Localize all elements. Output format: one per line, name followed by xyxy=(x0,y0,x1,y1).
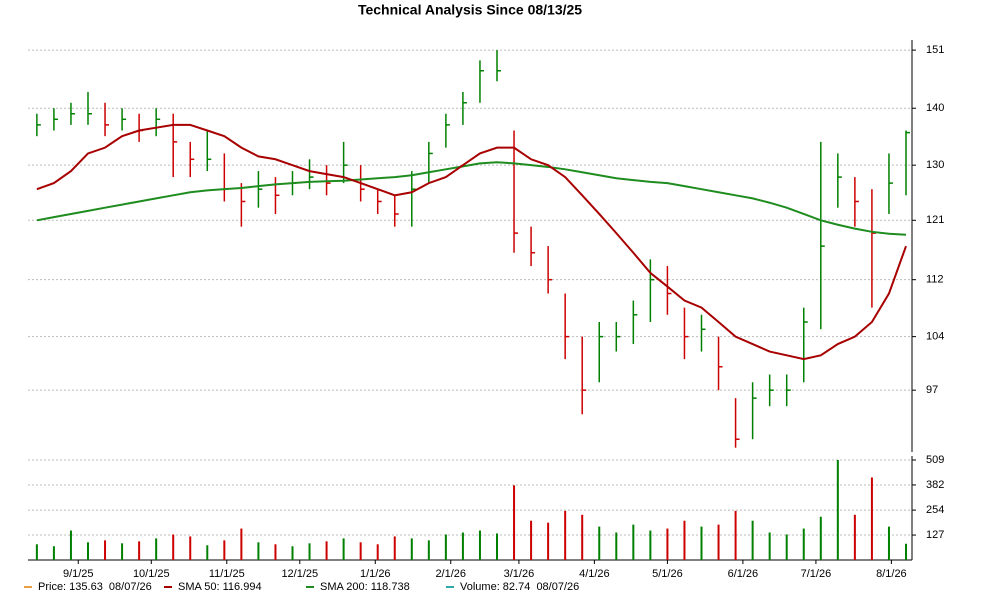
volume-bar xyxy=(325,541,328,560)
chart-title: Technical Analysis Since 08/13/25 xyxy=(358,2,582,18)
y-tick-label: 104 xyxy=(926,331,944,343)
volume-bar xyxy=(427,540,430,560)
volume-bar xyxy=(853,514,856,560)
volume-bar xyxy=(564,510,567,560)
volume-bar xyxy=(495,533,498,560)
volume-bar xyxy=(632,524,635,560)
y-tick-label: 121 xyxy=(926,214,944,226)
volume-bar xyxy=(785,534,788,560)
sma50-line xyxy=(36,123,907,361)
legend-label: Price: 135.63 08/07/26 xyxy=(38,581,152,593)
volume-tick-label: 382 xyxy=(926,479,944,491)
volume-bar xyxy=(802,528,805,560)
volume-bar xyxy=(52,546,55,560)
x-tick-label: 8/1/26 xyxy=(876,568,907,580)
volume-bar xyxy=(223,540,226,560)
volume-bar xyxy=(35,544,38,560)
legend-label: SMA 200: 118.738 xyxy=(320,581,410,593)
volume-bar xyxy=(376,544,379,560)
x-tick-label: 9/1/25 xyxy=(63,568,94,580)
volume-bar xyxy=(359,542,362,560)
x-tick-label: 6/1/26 xyxy=(728,568,759,580)
volume-bar xyxy=(598,526,601,560)
volume-bar xyxy=(700,526,703,560)
volume-bar xyxy=(581,514,584,560)
volume-bar xyxy=(530,520,533,560)
volume-bar xyxy=(547,522,550,560)
volume-bar xyxy=(189,536,192,560)
volume-bar xyxy=(410,538,413,560)
volume-bar xyxy=(666,528,669,560)
volume-bar xyxy=(734,510,737,560)
volume-bar xyxy=(819,516,822,560)
sma200-line xyxy=(36,161,907,236)
volume-bar xyxy=(121,543,124,560)
volume-tick-label: 254 xyxy=(926,504,944,516)
volume-bar xyxy=(308,543,311,560)
volume-bar xyxy=(887,526,890,560)
legend-label: SMA 50: 116.994 xyxy=(178,581,262,593)
x-tick-label: 5/1/26 xyxy=(652,568,683,580)
legend-label: Volume: 82.74 08/07/26 xyxy=(460,581,579,593)
volume-bar xyxy=(461,532,464,560)
x-tick-label: 1/1/26 xyxy=(360,568,391,580)
volume-bar xyxy=(104,540,107,560)
x-tick-label: 10/1/25 xyxy=(133,568,170,580)
x-tick-label: 2/1/26 xyxy=(435,568,466,580)
volume-bar xyxy=(274,544,277,560)
volume-bar xyxy=(257,542,260,560)
volume-bar xyxy=(836,460,839,560)
x-tick-label: 12/1/25 xyxy=(281,568,318,580)
volume-bar xyxy=(155,538,158,560)
volume-bar xyxy=(905,543,907,560)
y-tick-label: 112 xyxy=(926,274,944,286)
x-tick-label: 3/1/26 xyxy=(504,568,535,580)
volume-bar xyxy=(138,541,141,560)
y-tick-label: 151 xyxy=(926,44,944,56)
volume-bar xyxy=(69,530,72,560)
volume-bar xyxy=(683,520,686,560)
volume-tick-label: 509 xyxy=(926,454,944,466)
volume-bar xyxy=(240,528,243,560)
volume-bar xyxy=(870,477,873,560)
volume-bar xyxy=(342,538,345,560)
volume-bar xyxy=(172,534,175,560)
x-tick-label: 4/1/26 xyxy=(579,568,610,580)
volume-bar xyxy=(615,532,618,560)
volume-tick-label: 127 xyxy=(926,529,944,541)
y-tick-label: 130 xyxy=(926,159,944,171)
volume-bar xyxy=(444,534,447,560)
volume-bar xyxy=(206,545,209,560)
volume-bar xyxy=(717,524,720,560)
volume-bar xyxy=(291,546,294,560)
volume-bar xyxy=(393,536,396,560)
volume-bar xyxy=(86,542,89,560)
volume-bar xyxy=(768,532,771,560)
y-tick-label: 140 xyxy=(926,102,944,114)
volume-bar xyxy=(649,530,652,560)
x-tick-label: 7/1/26 xyxy=(801,568,832,580)
volume-bar xyxy=(478,530,481,560)
x-tick-label: 11/1/25 xyxy=(209,568,245,580)
volume-bar xyxy=(513,485,516,560)
y-tick-label: 97 xyxy=(926,384,938,396)
volume-bar xyxy=(751,520,754,560)
